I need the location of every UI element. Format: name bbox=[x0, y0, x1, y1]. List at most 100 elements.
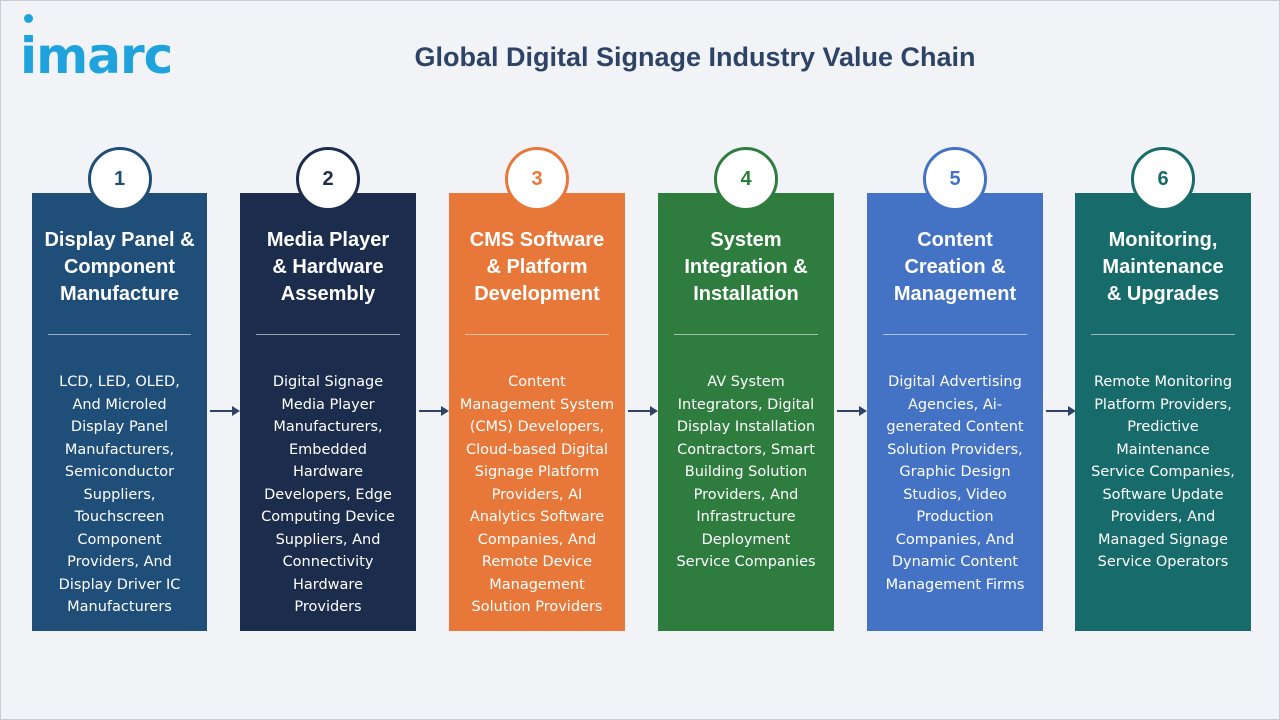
stage-description-line: Embedded bbox=[289, 441, 367, 458]
stage-description-line: Providers bbox=[294, 599, 362, 615]
stage-description-line: Display Driver IC bbox=[58, 576, 181, 593]
stage-description-line: Production bbox=[916, 509, 994, 525]
stage-title: Content Creation & Management bbox=[873, 227, 1037, 308]
stage-description-line: Companies, And bbox=[477, 531, 597, 548]
stage-title: System Integration & Installation bbox=[664, 227, 828, 308]
stage-description-line: Digital Advertising bbox=[888, 374, 1022, 390]
stage-description-line: Infrastructure bbox=[696, 509, 796, 525]
stage-title-line: CMS Software bbox=[469, 229, 605, 251]
stage-card-4: 4 System Integration & Installation AV Syste… bbox=[658, 147, 834, 631]
stage-description-line: Content bbox=[508, 374, 566, 390]
page-title: Global Digital Signage Industry Value Ch… bbox=[414, 42, 976, 72]
stage-divider bbox=[256, 334, 400, 335]
stage-title: Display Panel & Component Manufacture bbox=[38, 227, 201, 308]
stage-number-4: 4 bbox=[714, 147, 778, 211]
stage-number-3: 3 bbox=[505, 147, 569, 211]
stage-description-line: Management bbox=[489, 576, 585, 593]
stage-description-line: Predictive bbox=[1127, 419, 1199, 435]
stage-title-line: Display Panel & bbox=[44, 229, 195, 251]
stage-description-line: Contractors, Smart bbox=[677, 441, 815, 458]
stage-description-line: AV System bbox=[707, 374, 785, 390]
stage-description-line: Deployment bbox=[701, 531, 791, 548]
stage-description-line: generated Content bbox=[886, 419, 1024, 435]
stage-description-line: Signage Platform bbox=[474, 464, 600, 480]
stage-description-line: Graphic Design bbox=[899, 464, 1011, 480]
stage-description-line: Display Panel bbox=[70, 419, 169, 435]
stage-description-line: Manufacturers, bbox=[64, 441, 175, 458]
stage-description-line: Dynamic Content bbox=[891, 554, 1019, 570]
stage-description-line: Cloud-based Digital bbox=[465, 441, 609, 458]
stage-description-line: Software Update bbox=[1102, 486, 1224, 503]
stage-description-line: Companies, And bbox=[895, 531, 1015, 548]
stage-card-1: 1 Display Panel & Component Manufacture LCD,… bbox=[32, 147, 207, 631]
stage-description-line: Solution Providers, bbox=[887, 441, 1023, 458]
stage-divider bbox=[1091, 334, 1235, 335]
stage-number-2: 2 bbox=[296, 147, 360, 211]
stage-title-line: Monitoring, bbox=[1108, 229, 1218, 251]
stage-description-line: Suppliers, bbox=[83, 486, 156, 503]
stage-description: AV System Integrators, Digital Display Ins… bbox=[662, 371, 830, 574]
stage-title: Media Player & Hardware Assembly bbox=[246, 227, 410, 308]
stage-title: CMS Software & Platform Development bbox=[455, 227, 619, 308]
stage-divider bbox=[883, 334, 1027, 335]
stage-description-line: Connectivity bbox=[282, 554, 374, 570]
stage-title-line: Creation & bbox=[904, 256, 1006, 278]
stage-description-line: Analytics Software bbox=[469, 509, 605, 525]
stage-description-line: Component bbox=[77, 531, 162, 548]
stage-description: Digital Signage Media Player Manufacturers… bbox=[244, 371, 412, 619]
stage-number-1: 1 bbox=[87, 147, 152, 211]
stage-title-line: & Platform bbox=[486, 256, 588, 278]
imarc-logo: imarc bbox=[20, 27, 173, 85]
stage-description-line: Agencies, Ai- bbox=[907, 396, 1003, 413]
stage-description-line: Managed Signage bbox=[1097, 531, 1229, 548]
stage-description-line: Touchscreen bbox=[74, 509, 165, 525]
stage-description-line: Providers, AI bbox=[491, 486, 583, 503]
stage-description-line: Service Companies bbox=[676, 554, 816, 570]
stage-description-line: Remote Device bbox=[481, 554, 593, 570]
stage-description-line: Service Operators bbox=[1097, 554, 1229, 570]
stage-description: LCD, LED, OLED, And Microled Display Panel… bbox=[36, 371, 203, 619]
stage-description-line: LCD, LED, OLED, bbox=[59, 374, 180, 390]
stage-description-line: Digital Signage bbox=[272, 374, 384, 390]
stage-description-line: Developers, Edge bbox=[264, 486, 392, 503]
stage-divider bbox=[465, 334, 609, 335]
stage-title-line: Installation bbox=[693, 283, 799, 305]
stage-title-line: Component bbox=[63, 256, 176, 278]
stage-title-line: Content bbox=[917, 229, 993, 251]
stage-description-line: Maintenance bbox=[1116, 441, 1210, 458]
stage-description-line: And Microled bbox=[72, 396, 167, 413]
stage-divider bbox=[674, 334, 818, 335]
arrow-right-icon bbox=[628, 406, 658, 416]
stage-description-line: Management Firms bbox=[885, 576, 1025, 593]
stage-card-3: 3 CMS Software & Platform Development Conten… bbox=[449, 147, 625, 631]
stage-title-line: & Upgrades bbox=[1106, 283, 1220, 305]
stage-description-line: Providers, And bbox=[693, 486, 799, 503]
stage-description-line: Solution Providers bbox=[471, 599, 603, 615]
stage-description-line: Management System bbox=[459, 396, 615, 413]
stage-number-5: 5 bbox=[923, 147, 987, 211]
stage-description: Content Management System (CMS) Developers… bbox=[453, 371, 621, 619]
stage-description-line: Display Installation bbox=[676, 419, 816, 435]
stage-title-line: Media Player bbox=[266, 229, 390, 251]
stage-description-line: Building Solution bbox=[684, 464, 808, 480]
logo-dot bbox=[24, 14, 33, 23]
stage-description-line: Providers, And bbox=[1110, 509, 1216, 525]
stage-title-line: Manufacture bbox=[60, 283, 179, 305]
stage-description-line: Computing Device bbox=[261, 509, 395, 525]
stage-description-line: Integrators, Digital bbox=[677, 396, 815, 413]
stage-title-line: Development bbox=[474, 283, 600, 305]
stage-card-2: 2 Media Player & Hardware Assembly Digital S… bbox=[240, 147, 416, 631]
stage-description-line: Platform Providers, bbox=[1094, 396, 1232, 413]
stage-title-line: System bbox=[710, 229, 782, 251]
stage-description-line: Manufacturers bbox=[67, 599, 172, 615]
stage-description: Digital Advertising Agencies, Ai-generate… bbox=[871, 371, 1039, 596]
stage-description-line: Semiconductor bbox=[64, 464, 175, 480]
stage-description-line: Hardware bbox=[292, 576, 363, 593]
stage-description-line: Providers, And bbox=[67, 554, 172, 570]
stage-title-line: Integration & bbox=[684, 256, 808, 278]
stage-description-line: (CMS) Developers, bbox=[469, 419, 605, 435]
stage-description-line: Media Player bbox=[281, 396, 375, 413]
arrow-right-icon bbox=[1046, 406, 1076, 416]
stage-card-6: 6 Monitoring, Maintenance & Upgrades Remote … bbox=[1075, 147, 1251, 631]
arrow-right-icon bbox=[837, 406, 867, 416]
